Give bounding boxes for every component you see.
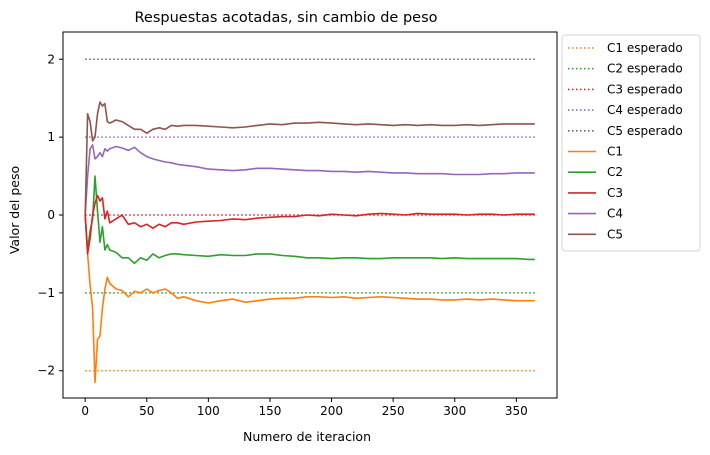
y-axis-label: Valor del peso <box>7 166 22 254</box>
x-tick-label: 150 <box>259 404 282 418</box>
legend-label: C1 <box>607 145 623 159</box>
y-tick-label: −1 <box>37 286 55 300</box>
series-line-c1 <box>84 214 535 384</box>
legend-label: C3 esperado <box>607 82 683 96</box>
x-tick-label: 100 <box>197 404 220 418</box>
y-tick-label: 1 <box>47 130 55 144</box>
x-axis-label: Numero de iteracion <box>243 429 371 444</box>
x-tick-label: 250 <box>382 404 405 418</box>
legend-label: C1 esperado <box>607 41 683 55</box>
x-tick-label: 350 <box>505 404 528 418</box>
legend-label: C3 <box>607 186 623 200</box>
x-tick-label: 300 <box>443 404 466 418</box>
x-tick-label: 50 <box>139 404 154 418</box>
series-line-c4 <box>84 144 535 216</box>
legend-label: C5 esperado <box>607 124 683 138</box>
x-tick-label: 0 <box>81 404 89 418</box>
legend-label: C5 <box>607 227 623 241</box>
legend: C1 esperado C2 esperado C3 esperado C4 espe… <box>561 34 701 252</box>
series-line-c2 <box>84 175 535 265</box>
x-tick-label: 200 <box>320 404 343 418</box>
chart-title: Respuestas acotadas, sin cambio de peso <box>134 10 437 26</box>
legend-label: C4 esperado <box>607 103 683 117</box>
series-line-c3 <box>84 194 535 255</box>
y-tick-label: 2 <box>47 52 55 66</box>
plot-area <box>84 58 535 384</box>
legend-label: C2 esperado <box>607 62 683 76</box>
axes: 0 50 100 150 200 250 300 350 −2 −1 0 1 2 <box>37 31 558 418</box>
series-line-c5 <box>84 101 535 216</box>
legend-label: C2 <box>607 165 623 179</box>
y-tick-label: −2 <box>37 364 55 378</box>
legend-label: C4 <box>607 207 623 221</box>
y-tick-label: 0 <box>47 208 55 222</box>
legend-frame <box>561 34 701 252</box>
